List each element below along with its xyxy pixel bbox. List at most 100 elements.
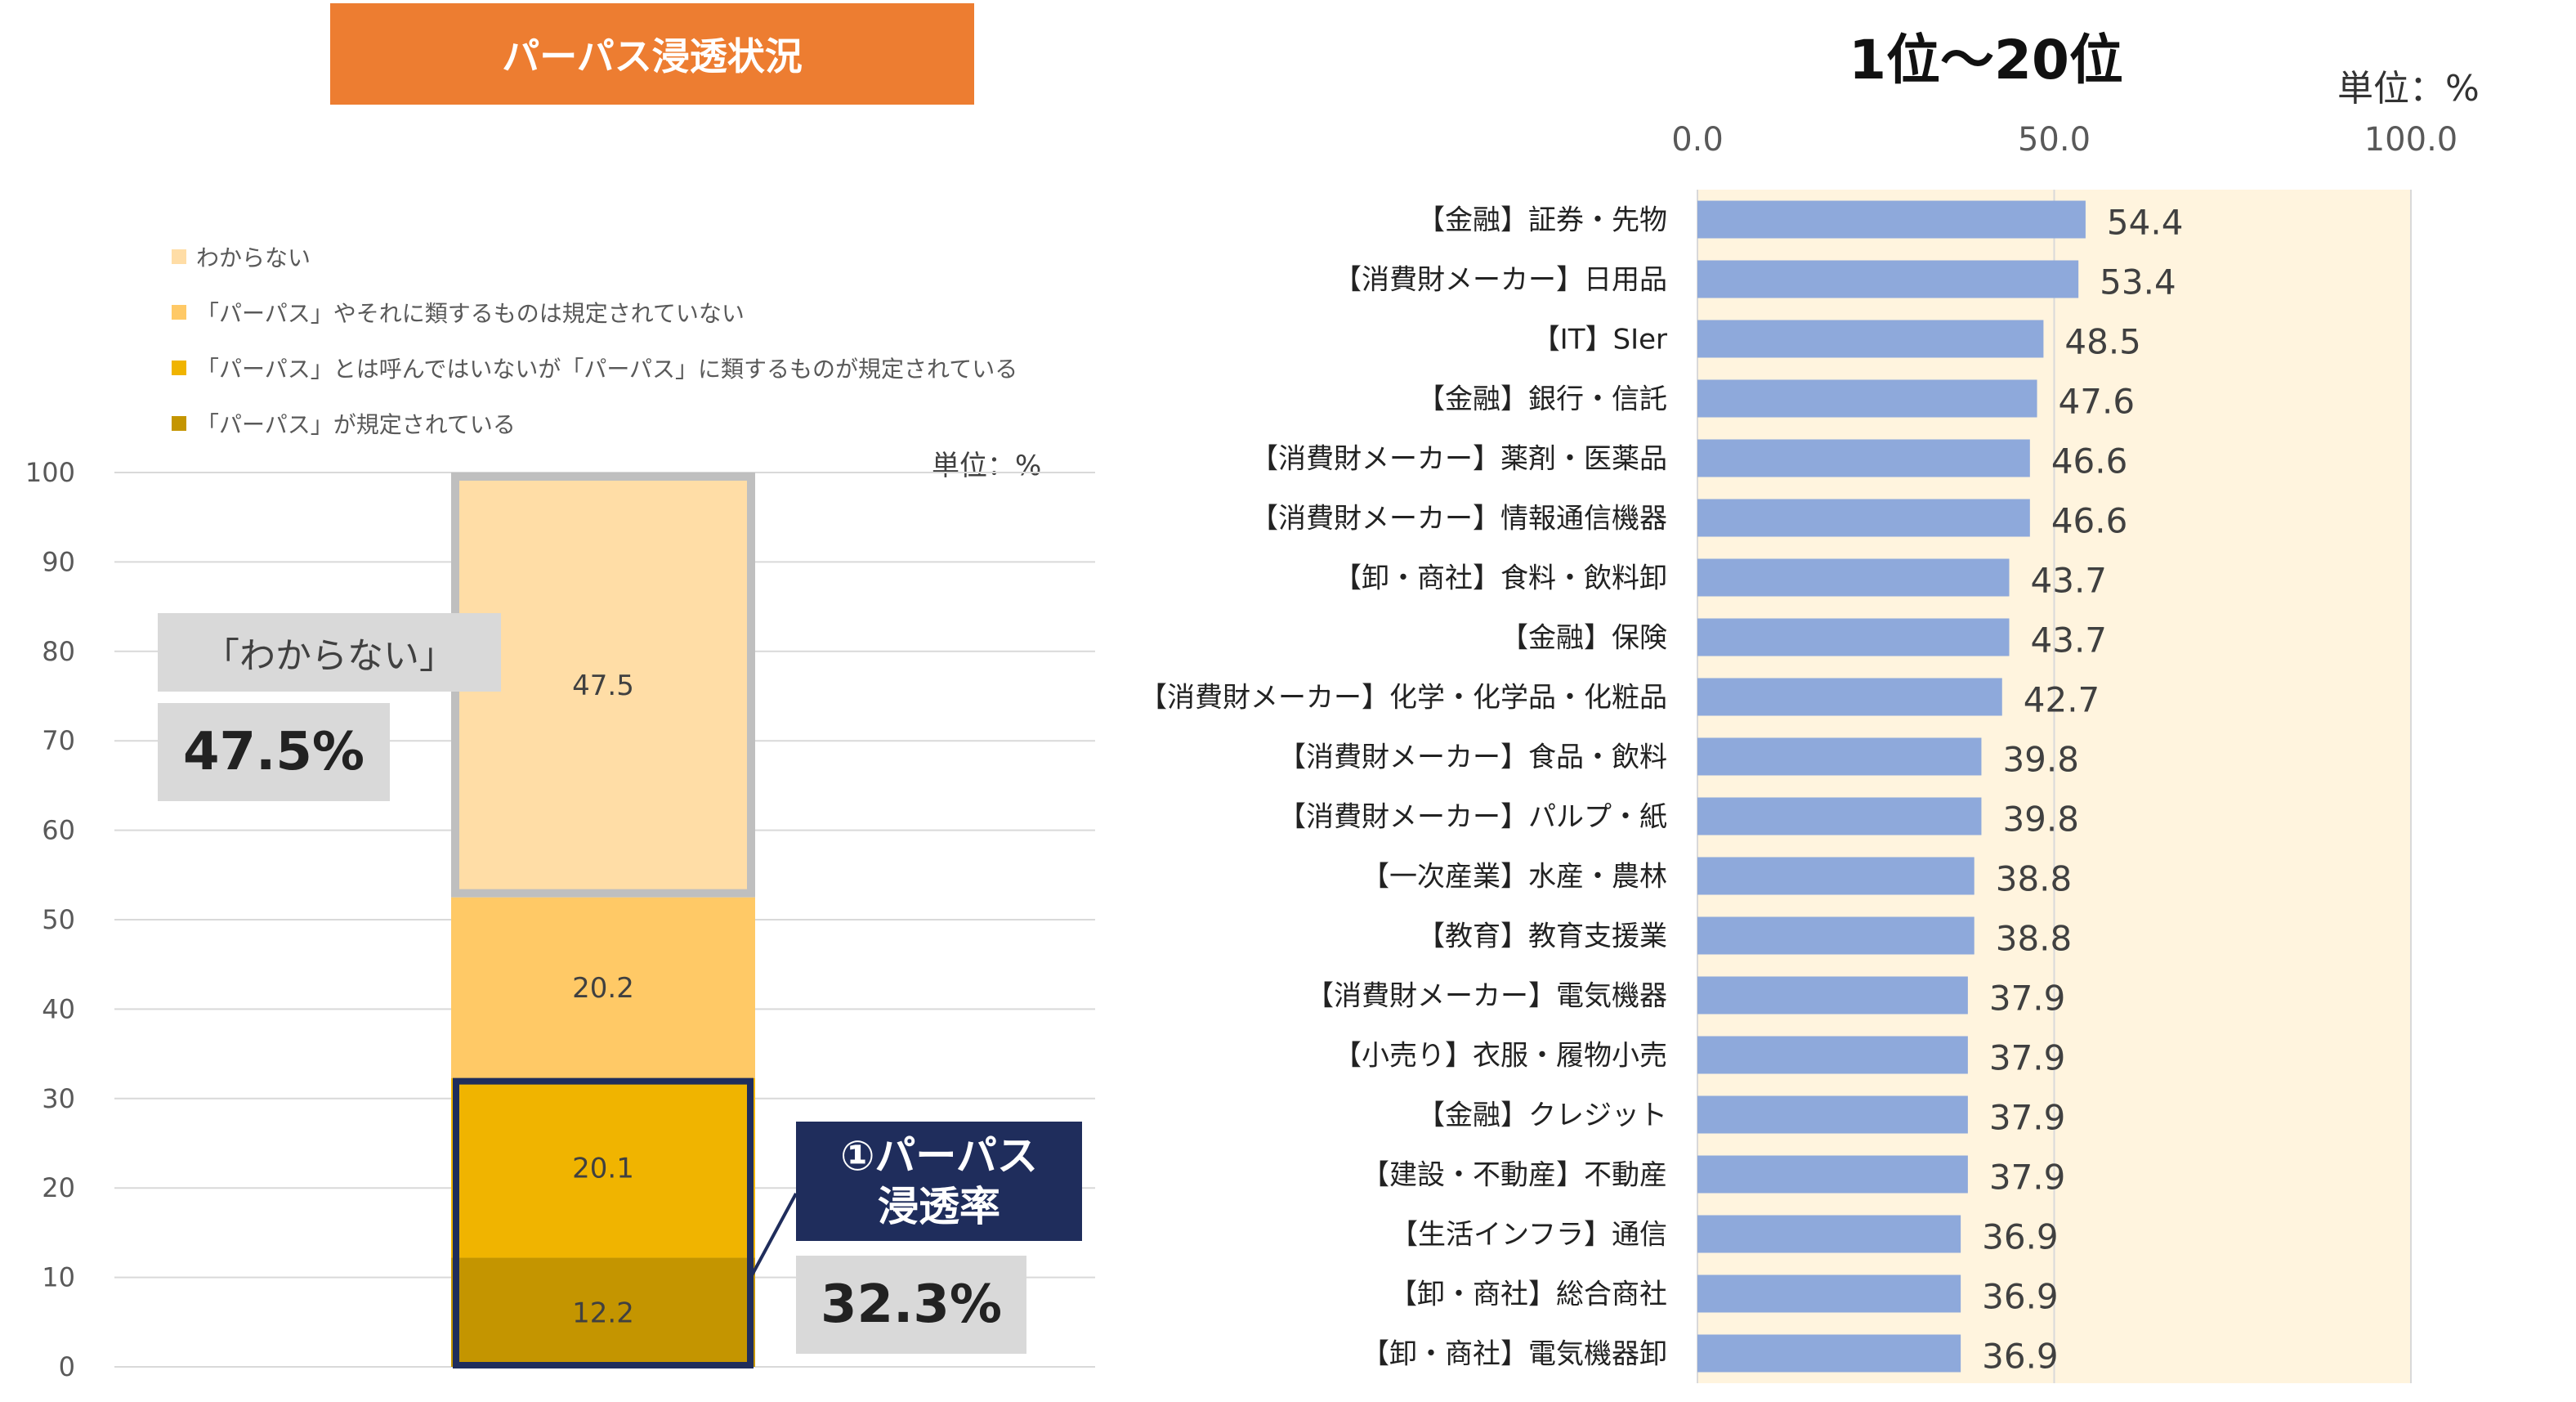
bar: [1697, 737, 1982, 776]
y-tick-label: 40: [42, 993, 75, 1024]
category-label: 【建設・不動産】不動産: [1362, 1159, 1667, 1192]
bar: [1697, 379, 2037, 418]
bar-value-label: 36.9: [1982, 1337, 2059, 1377]
y-tick-label: 30: [42, 1083, 75, 1114]
category-label: 【IT】SIer: [1532, 324, 1667, 356]
category-label: 【金融】証券・先物: [1417, 204, 1667, 237]
penetration-highlight: [453, 1077, 754, 1368]
category-label: 【卸・商社】総合商社: [1389, 1279, 1667, 1311]
bar-value-label: 46.6: [2051, 441, 2128, 482]
legend-swatch-similar: [172, 361, 186, 375]
y-tick-label: 60: [42, 815, 75, 846]
bar: [1697, 857, 1974, 895]
category-label: 【消費財メーカー】情報通信機器: [1250, 503, 1667, 535]
callout-connector: [750, 1193, 798, 1276]
bar: [1697, 439, 2030, 477]
unknown-callout-value: 47.5%: [158, 703, 390, 801]
bar: [1697, 618, 2010, 656]
bar-value-label: 37.9: [1989, 1158, 2066, 1198]
bar: [1697, 1036, 1968, 1074]
legend-label: 「パーパス」が規定されている: [196, 411, 516, 438]
legend-swatch-not-defined: [172, 305, 186, 320]
legend-label: 「パーパス」やそれに類するものは規定されていない: [196, 300, 745, 327]
legend-label: 「パーパス」とは呼んではいないが「パーパス」に類するものが規定されている: [196, 356, 1018, 383]
rate-callout-label: ①パーパス 浸透率: [796, 1122, 1082, 1241]
stacked-segment: [451, 897, 755, 1078]
category-label: 【金融】クレジット: [1417, 1100, 1667, 1132]
category-label: 【消費財メーカー】パルプ・紙: [1278, 801, 1667, 834]
stacked-segment: [451, 1257, 755, 1367]
bar: [1697, 200, 2086, 239]
bar-value-label: 38.8: [1996, 859, 2073, 899]
y-tick-label: 100: [25, 457, 75, 488]
page-title: パーパス浸透状況: [330, 3, 974, 105]
y-tick-label: 10: [42, 1262, 75, 1293]
stacked-segment: [451, 473, 755, 898]
y-tick-label: 20: [42, 1172, 75, 1203]
bar: [1697, 499, 2030, 537]
category-label: 【消費財メーカー】化学・化学品・化粧品: [1139, 682, 1667, 714]
bar: [1697, 976, 1968, 1015]
x-tick-label: 0.0: [1671, 121, 1724, 159]
y-tick-label: 50: [42, 904, 75, 935]
bar: [1697, 1095, 1968, 1134]
legend-item: 「パーパス」とは呼んではいないが「パーパス」に類するものが規定されている: [172, 340, 1017, 396]
x-tick-label: 50.0: [2018, 121, 2091, 159]
x-tick-label: 100.0: [2364, 121, 2458, 159]
bar-value-label: 42.7: [2024, 680, 2100, 720]
bar-value-label: 39.8: [2002, 800, 2079, 840]
legend: わからない 「パーパス」やそれに類するものは規定されていない 「パーパス」とは呼…: [172, 229, 1017, 451]
segment-value-label: 20.1: [572, 1153, 634, 1185]
legend-item: 「パーパス」やそれに類するものは規定されていない: [172, 284, 1017, 340]
bar: [1697, 260, 2079, 298]
legend-swatch-unknown: [172, 249, 186, 264]
rate-label-line2: 浸透率: [878, 1183, 1000, 1230]
bar-value-label: 48.5: [2064, 322, 2141, 362]
category-label: 【金融】保険: [1500, 622, 1667, 655]
legend-label: わからない: [196, 244, 311, 271]
bar: [1697, 678, 2002, 716]
bar-value-label: 37.9: [1989, 979, 2066, 1019]
legend-swatch-defined: [172, 416, 186, 431]
category-label: 【卸・商社】電気機器卸: [1362, 1338, 1667, 1371]
bar-value-label: 36.9: [1982, 1217, 2059, 1257]
category-label: 【消費財メーカー】食品・飲料: [1278, 741, 1667, 774]
bar: [1697, 797, 1982, 835]
segment-value-label: 12.2: [572, 1297, 634, 1329]
category-label: 【消費財メーカー】日用品: [1334, 264, 1667, 297]
bar: [1697, 1155, 1968, 1194]
bar: [1697, 558, 2010, 597]
bar: [1697, 916, 1974, 955]
bar-value-label: 36.9: [1982, 1277, 2059, 1317]
rate-callout-value: 32.3%: [796, 1256, 1026, 1354]
y-tick-label: 70: [42, 725, 75, 756]
category-label: 【金融】銀行・信託: [1417, 383, 1667, 416]
bar-value-label: 37.9: [1989, 1038, 2066, 1078]
bar-value-label: 43.7: [2031, 561, 2108, 601]
right-unit-label: 単位：%: [2337, 68, 2480, 110]
bar: [1697, 1334, 1961, 1373]
segment-value-label: 20.2: [572, 972, 634, 1005]
bar: [1697, 1274, 1961, 1313]
y-tick-label: 0: [59, 1351, 75, 1382]
bar: [1697, 1215, 1961, 1253]
legend-item: わからない: [172, 229, 1017, 284]
y-tick-label: 90: [42, 546, 75, 577]
legend-item: 「パーパス」が規定されている: [172, 396, 1017, 451]
category-label: 【消費財メーカー】電気機器: [1306, 980, 1667, 1013]
segment-value-label: 47.5: [572, 670, 634, 702]
bar-value-label: 54.4: [2107, 203, 2184, 243]
bar-value-label: 53.4: [2100, 262, 2176, 302]
category-label: 【卸・商社】食料・飲料卸: [1334, 562, 1667, 595]
bar-value-label: 46.6: [2051, 501, 2128, 541]
left-unit-label: 単位：%: [932, 450, 1042, 482]
unknown-callout-label: 「わからない」: [158, 613, 501, 692]
bar-value-label: 37.9: [1989, 1098, 2066, 1138]
y-tick-label: 80: [42, 636, 75, 667]
category-label: 【生活インフラ】通信: [1390, 1219, 1667, 1252]
bar-value-label: 47.6: [2059, 382, 2135, 422]
ranking-title: 1位～20位: [1849, 29, 2123, 92]
bar-value-label: 39.8: [2002, 740, 2079, 780]
bar-value-label: 43.7: [2031, 620, 2108, 661]
